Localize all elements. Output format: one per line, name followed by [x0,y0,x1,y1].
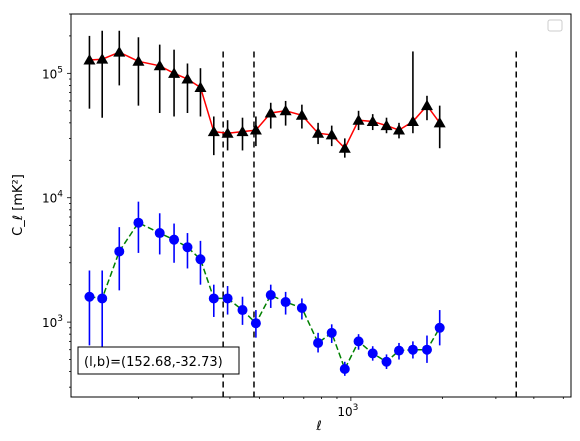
data-point [296,302,307,313]
data-point [295,109,308,120]
data-point [249,124,262,135]
data-point [406,115,419,127]
data-point [366,115,379,127]
y-tick-label: 105 [42,65,63,81]
legend-box [547,19,563,32]
x-axis-label: ℓ [315,419,321,434]
series-0 [83,30,446,158]
data-point [154,228,165,239]
data-point [169,234,180,245]
data-point [339,363,350,374]
data-point [433,116,446,128]
data-point [181,73,194,84]
data-point [84,291,95,302]
annotation-box: (l,b)=(152.68,-32.73) [77,346,240,375]
data-point [113,46,126,57]
data-point [132,55,145,66]
data-point [97,293,108,304]
data-point [114,246,125,257]
data-point [195,254,206,265]
data-point [168,67,181,78]
data-point [393,345,404,356]
vertical-lines [222,51,517,397]
plot-frame [70,13,572,398]
y-axis-label: C_ℓ [mK²] [11,174,26,236]
data-point [420,99,433,111]
data-point [236,125,249,137]
annotation-text: (l,b)=(152.68,-32.73) [84,355,223,370]
data-point [153,59,166,71]
plot-background [71,14,571,397]
series-1 [84,201,445,376]
data-point [381,356,392,367]
data-point [182,242,193,253]
data-point [313,337,324,348]
y-tick-label: 103 [42,314,63,330]
x-tick-label: 103 [337,403,358,419]
data-point [96,53,109,64]
data-point [353,336,364,347]
data-point [421,344,432,355]
data-point [326,327,337,338]
data-point [380,119,393,131]
data-point [434,322,445,333]
data-point [279,104,292,116]
data-point [264,106,277,118]
data-point [208,293,219,304]
data-point [83,54,96,65]
data-point [392,124,405,135]
series-layer [83,30,446,376]
data-point [207,125,220,137]
data-point [407,344,418,355]
data-point [133,217,144,228]
data-point [325,128,338,140]
data-point [265,290,276,301]
data-point [312,127,325,138]
data-point [221,127,234,138]
data-point [352,114,365,125]
data-point [222,293,233,304]
data-point [338,142,351,153]
data-point [194,81,207,92]
data-point [280,297,291,308]
y-tick-label: 104 [42,190,63,206]
data-point [250,318,261,329]
data-point [237,305,248,316]
data-point [367,348,378,359]
